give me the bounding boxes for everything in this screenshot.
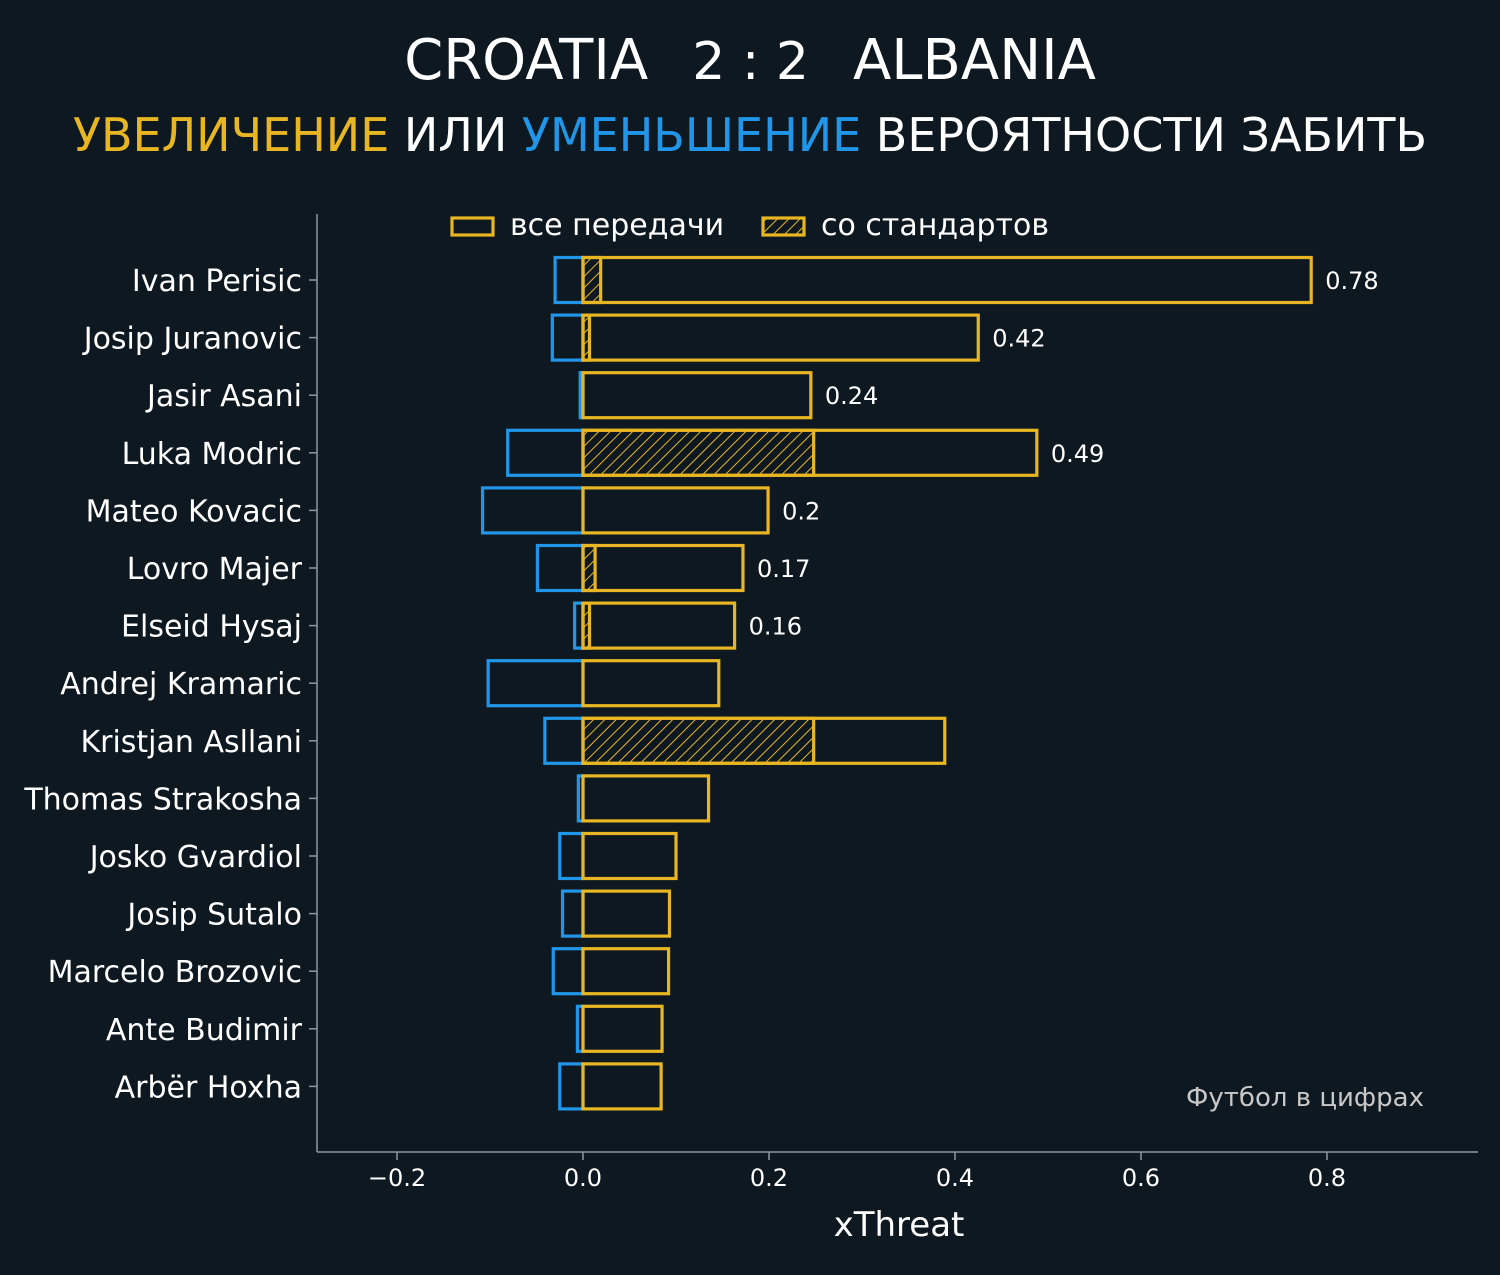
bar-all-passes bbox=[581, 255, 1313, 305]
bar-negative bbox=[558, 1062, 585, 1111]
x-axis-label: xThreat bbox=[834, 1205, 965, 1245]
y-tick-label: Lovro Majer bbox=[127, 552, 303, 587]
subtitle-or: ИЛИ bbox=[389, 108, 522, 162]
bar-negative bbox=[506, 428, 585, 477]
bar-negative bbox=[551, 947, 585, 996]
y-tick-label: Jasir Asani bbox=[145, 379, 302, 414]
y-tick-label: Josip Juranovic bbox=[82, 322, 302, 357]
bar-all-passes bbox=[581, 543, 745, 593]
y-tick-label: Ante Budimir bbox=[106, 1013, 303, 1048]
bar-set-pieces bbox=[581, 428, 816, 477]
data-label: 0.42 bbox=[992, 325, 1045, 353]
bar-negative bbox=[535, 543, 585, 593]
x-tick-label: −0.2 bbox=[368, 1164, 426, 1192]
bar-negative bbox=[543, 716, 585, 765]
legend-label-all-passes: все передачи bbox=[510, 208, 724, 243]
bar-all-passes bbox=[581, 313, 980, 362]
bar-all-passes bbox=[581, 659, 721, 708]
x-tick-label: 0.6 bbox=[1122, 1164, 1160, 1192]
data-label: 0.49 bbox=[1051, 440, 1104, 468]
bar-set-pieces bbox=[581, 543, 597, 593]
team-away: ALBANIA bbox=[852, 28, 1096, 93]
y-tick-label: Josko Gvardiol bbox=[88, 840, 302, 875]
y-tick-label: Ivan Perisic bbox=[132, 264, 302, 299]
y-tick-label: Andrej Kramaric bbox=[60, 667, 302, 702]
axes-layer: Ivan Perisic Josip Juranovic Jasir Asani Lu… bbox=[23, 214, 1478, 1192]
bar-all-passes bbox=[581, 428, 1039, 477]
bar-all-passes bbox=[581, 1004, 664, 1053]
data-label: 0.17 bbox=[757, 555, 810, 583]
bar-negative bbox=[486, 659, 585, 708]
score: 2 : 2 bbox=[692, 32, 809, 92]
watermark: Футбол в цифрах bbox=[1186, 1083, 1424, 1113]
bar-all-passes bbox=[581, 774, 711, 823]
bar-set-pieces bbox=[581, 255, 603, 305]
bar-all-passes bbox=[581, 371, 813, 420]
legend-swatch-all-passes bbox=[450, 216, 495, 237]
chart-subtitle: УВЕЛИЧЕНИЕ ИЛИ УМЕНЬШЕНИЕ ВЕРОЯТНОСТИ ЗА… bbox=[0, 108, 1500, 162]
y-tick-label: Luka Modric bbox=[122, 437, 302, 472]
bar-all-passes bbox=[581, 486, 770, 535]
subtitle-increase: УВЕЛИЧЕНИЕ bbox=[72, 108, 390, 162]
x-tick-label: 0.0 bbox=[564, 1164, 602, 1192]
bar-all-passes bbox=[581, 601, 737, 650]
y-tick-label: Arbër Hoxha bbox=[115, 1070, 302, 1105]
data-label: 0.24 bbox=[825, 382, 878, 410]
bars-layer: 0.78 0.42 0.24 0.49 0.2 0.17 0.16 bbox=[480, 255, 1379, 1111]
bar-set-pieces bbox=[581, 716, 816, 765]
bar-negative bbox=[550, 313, 585, 362]
bar-all-passes bbox=[581, 831, 678, 881]
x-tick-label: 0.4 bbox=[936, 1164, 974, 1192]
bar-negative bbox=[560, 889, 585, 938]
bar-negative bbox=[558, 831, 585, 881]
data-label: 0.78 bbox=[1325, 267, 1378, 295]
legend: все передачи со стандартов bbox=[450, 208, 1049, 243]
bar-negative bbox=[553, 255, 585, 305]
chart-title: CROATIA 2 : 2 ALBANIA bbox=[0, 28, 1500, 93]
bar-negative bbox=[480, 486, 585, 535]
y-tick-label: Kristjan Asllani bbox=[80, 725, 302, 760]
subtitle-rest: ВЕРОЯТНОСТИ ЗАБИТЬ bbox=[861, 108, 1428, 162]
team-home: CROATIA bbox=[404, 28, 649, 93]
y-tick-label: Mateo Kovacic bbox=[86, 494, 302, 529]
x-tick-label: 0.2 bbox=[750, 1164, 788, 1192]
y-tick-label: Thomas Strakosha bbox=[23, 782, 302, 817]
bar-all-passes bbox=[581, 947, 671, 996]
y-tick-label: Josip Sutalo bbox=[125, 898, 302, 933]
bar-all-passes bbox=[581, 889, 672, 938]
legend-swatch-set-pieces bbox=[761, 216, 806, 237]
data-label: 0.2 bbox=[782, 497, 820, 525]
x-tick-label: 0.8 bbox=[1308, 1164, 1346, 1192]
y-tick-label: Marcelo Brozovic bbox=[48, 955, 302, 990]
subtitle-decrease: УМЕНЬШЕНИЕ bbox=[521, 108, 862, 162]
bar-all-passes bbox=[581, 716, 947, 765]
data-label: 0.16 bbox=[749, 613, 802, 641]
legend-label-set-pieces: со стандартов bbox=[821, 208, 1049, 243]
bar-all-passes bbox=[581, 1062, 663, 1111]
y-tick-label: Elseid Hysaj bbox=[121, 610, 302, 645]
